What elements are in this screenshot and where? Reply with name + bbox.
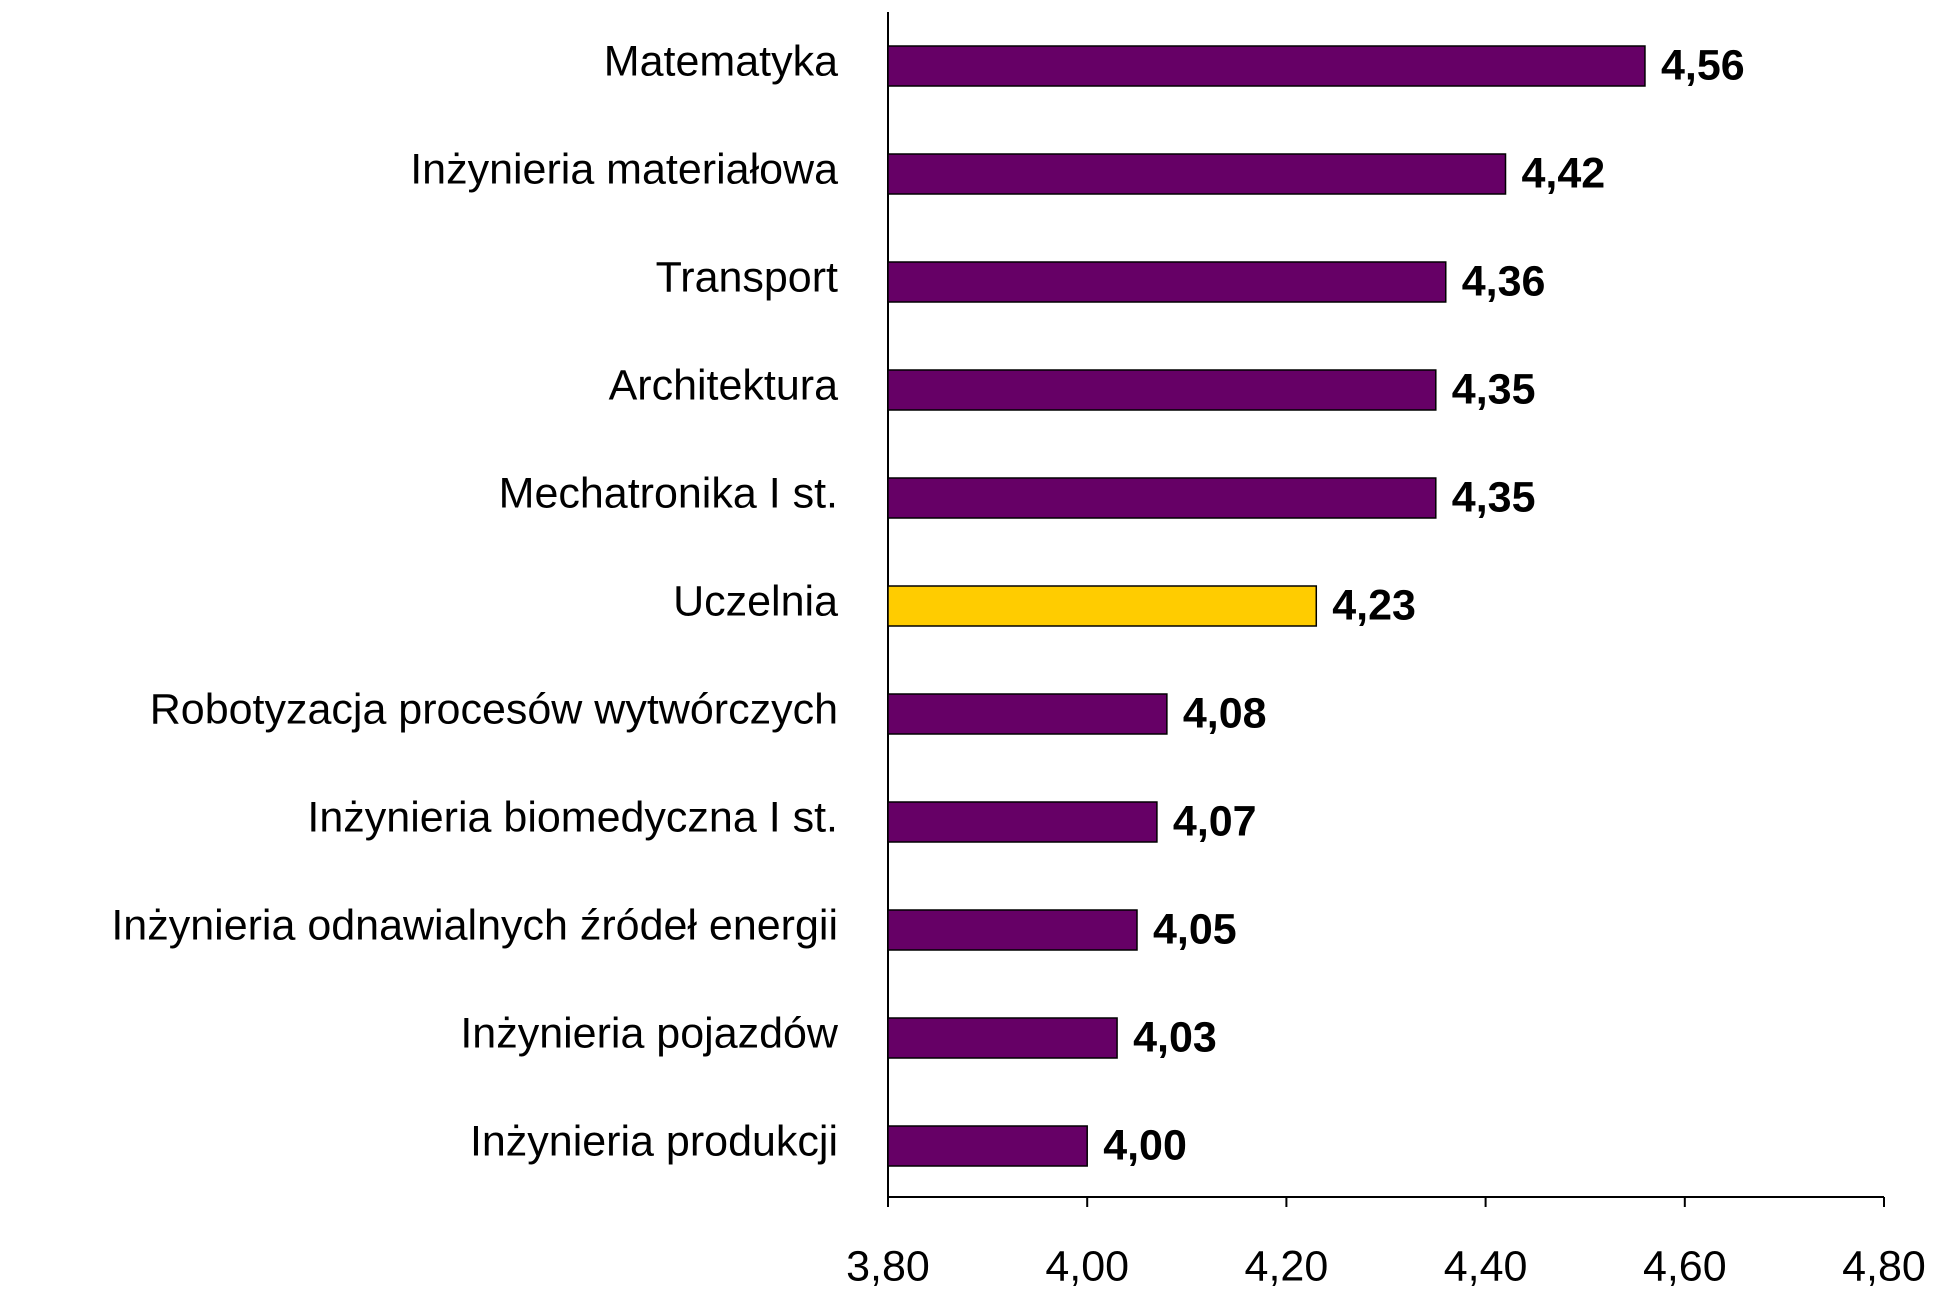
- y-tick-label: Uczelnia: [673, 577, 838, 625]
- y-tick-label: Mechatronika I st.: [499, 469, 838, 517]
- value-label: 4,56: [1661, 41, 1745, 89]
- bar: [887, 153, 1507, 195]
- bar: [887, 1017, 1118, 1059]
- x-tick-label: 4,20: [1245, 1242, 1329, 1290]
- y-tick-label: Architektura: [609, 361, 839, 409]
- y-tick-label: Transport: [656, 253, 838, 301]
- bar: [887, 585, 1318, 627]
- value-label: 4,07: [1173, 797, 1257, 845]
- value-label: 4,23: [1332, 581, 1416, 629]
- y-tick-label: Inżynieria produkcji: [470, 1117, 838, 1165]
- bar: [887, 693, 1168, 735]
- bar: [887, 477, 1437, 519]
- value-label: 4,08: [1183, 689, 1267, 737]
- y-tick-label: Inżynieria odnawialnych źródeł energii: [111, 901, 838, 949]
- y-tick-label: Inżynieria materiałowa: [410, 145, 838, 193]
- value-label: 4,05: [1153, 905, 1237, 953]
- x-tick-label: 4,00: [1045, 1242, 1129, 1290]
- bar: [887, 801, 1158, 843]
- y-tick-label: Inżynieria pojazdów: [460, 1009, 839, 1057]
- bar: [887, 909, 1138, 951]
- x-tick-label: 3,80: [846, 1242, 930, 1290]
- x-tick-label: 4,40: [1444, 1242, 1528, 1290]
- x-tick-label: 4,80: [1842, 1242, 1926, 1290]
- bar: [887, 45, 1646, 87]
- bar: [887, 1125, 1088, 1167]
- value-label: 4,36: [1462, 257, 1546, 305]
- value-label: 4,03: [1133, 1013, 1217, 1061]
- y-tick-label: Matematyka: [604, 37, 838, 85]
- y-tick-label: Inżynieria biomedyczna I st.: [307, 793, 838, 841]
- value-label: 4,35: [1452, 365, 1536, 413]
- y-tick-label: Robotyzacja procesów wytwórczych: [150, 685, 838, 733]
- value-label: 4,42: [1522, 149, 1606, 197]
- x-tick-label: 4,60: [1643, 1242, 1727, 1290]
- bar: [887, 369, 1437, 411]
- value-label: 4,00: [1103, 1121, 1187, 1169]
- value-label: 4,35: [1452, 473, 1536, 521]
- bar: [887, 261, 1447, 303]
